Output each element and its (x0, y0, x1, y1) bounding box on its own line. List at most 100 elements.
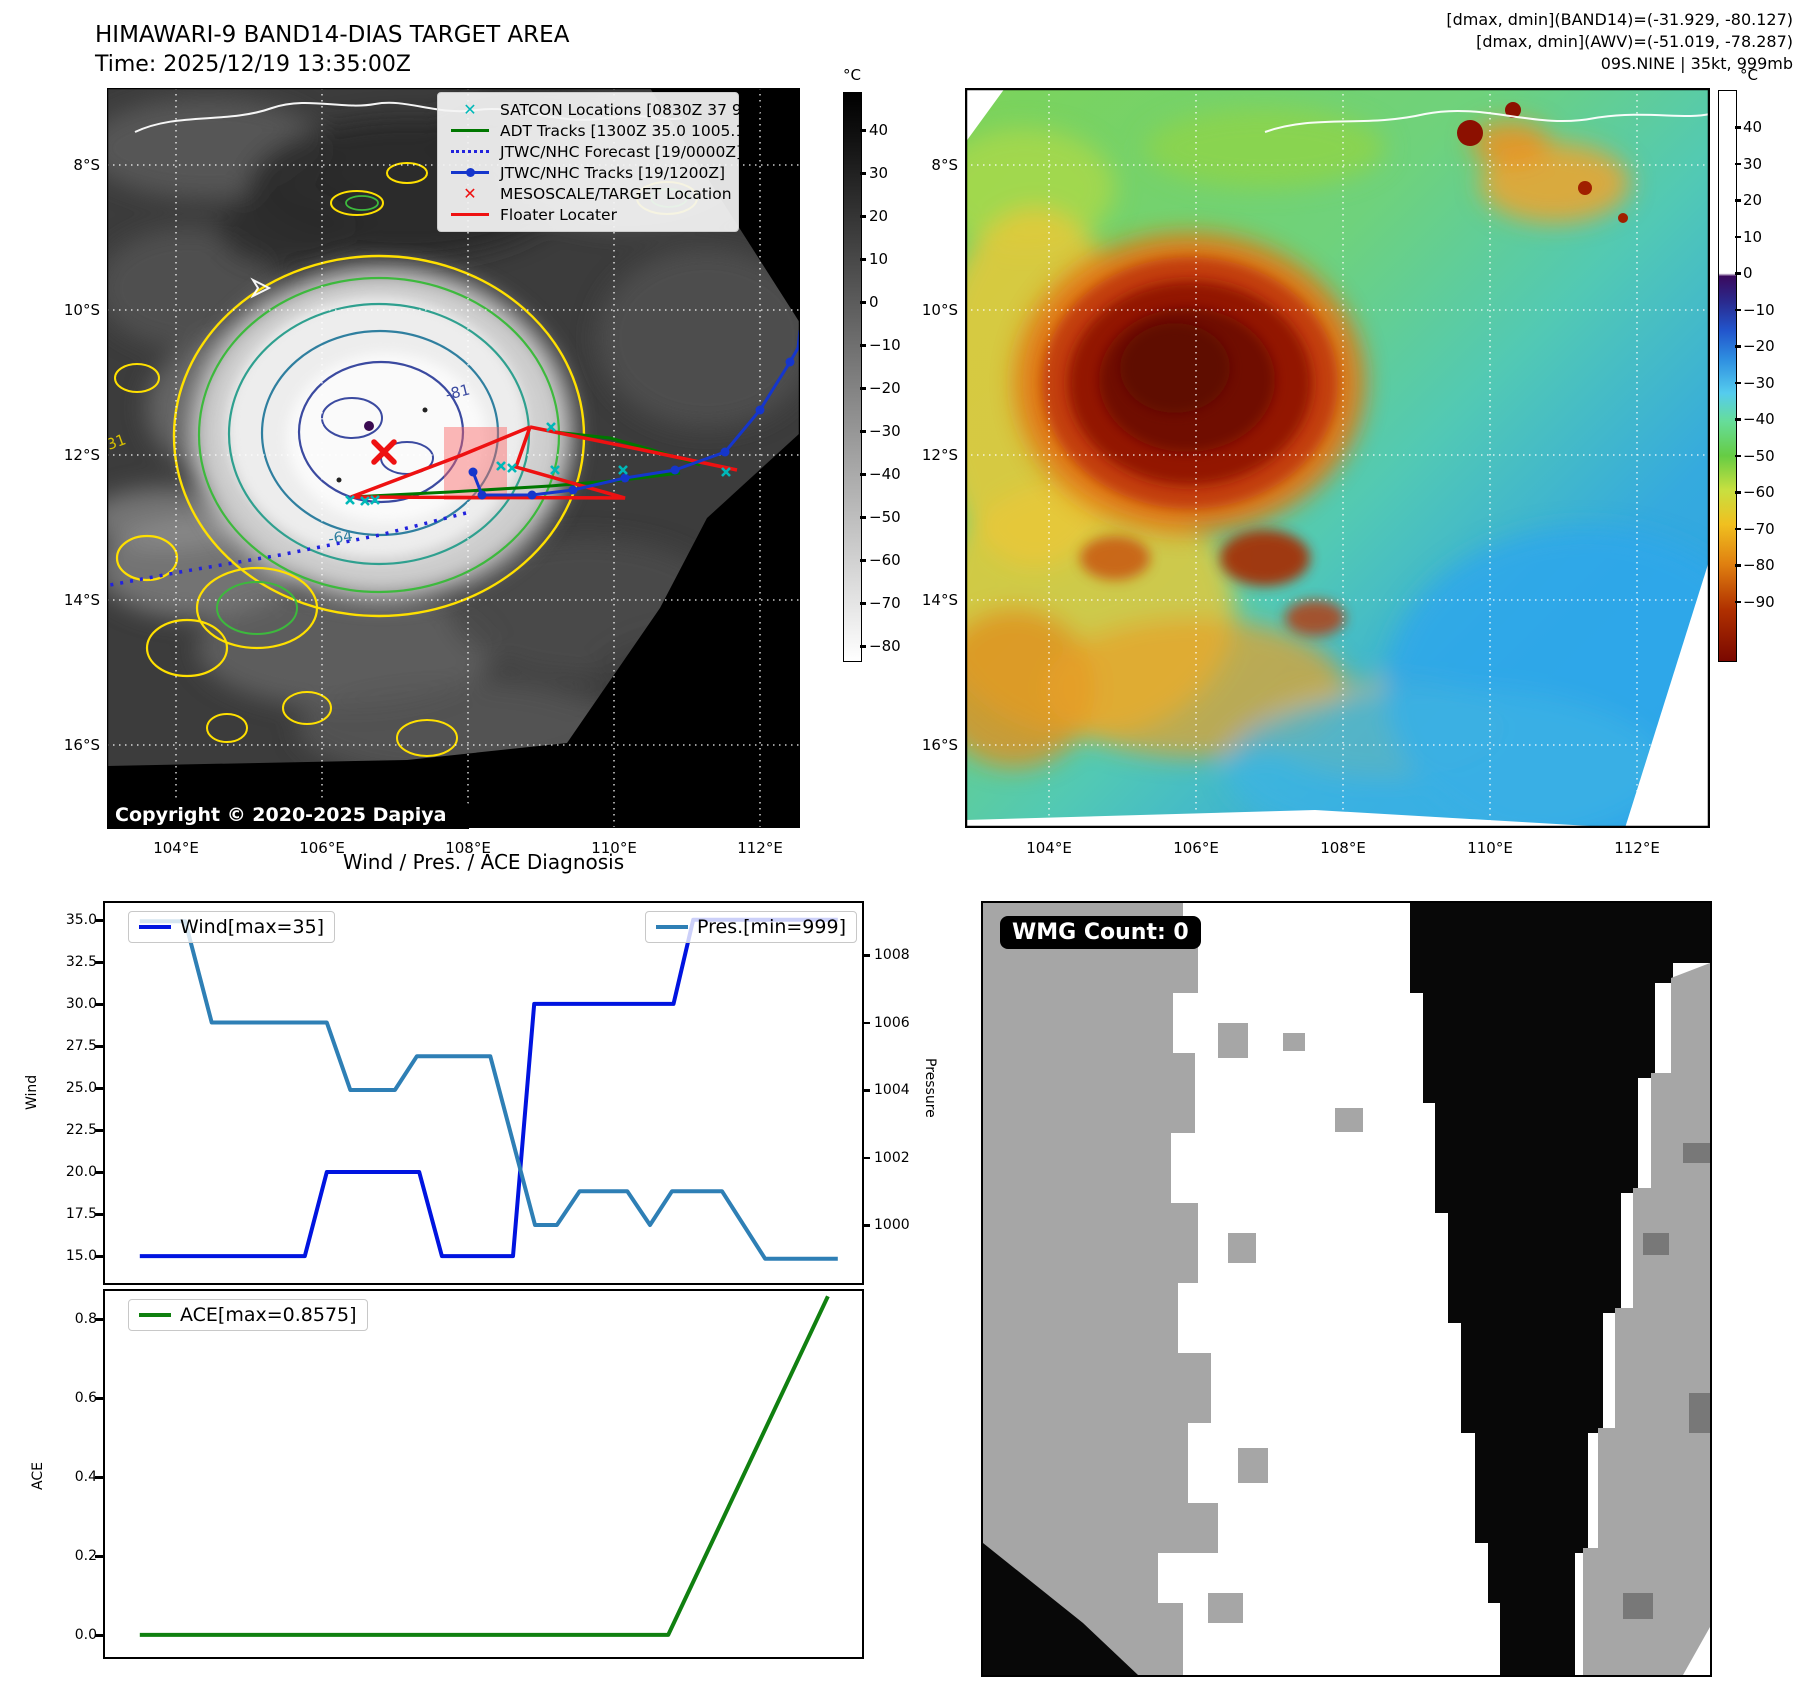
left-colorbar-tick-label: 40 (869, 121, 889, 139)
tick-mark (1735, 308, 1741, 311)
left-colorbar-tick-label: −80 (869, 637, 901, 655)
storm-cold-core (1015, 102, 1628, 636)
tick-mark (860, 387, 866, 390)
left-colorbar-tick-label: −50 (869, 508, 901, 526)
tick-mark (1735, 162, 1741, 165)
wind-tick-label: 27.5 (65, 1038, 97, 1054)
tick-mark (862, 1156, 870, 1159)
ace-legend: ACE[max=0.8575] (128, 1299, 368, 1331)
contour-label-group: -81 -64 31 (107, 380, 472, 547)
wmg-gray-right-region (1583, 963, 1710, 1675)
left-colorbar-tick-label: −60 (869, 551, 901, 569)
tick-mark (95, 1087, 103, 1090)
page-title: HIMAWARI-9 BAND14-DIAS TARGET AREA (95, 22, 570, 48)
left-colorbar-tick-label: −70 (869, 594, 901, 612)
left-map-lat-label: 10°S (63, 301, 100, 319)
tick-mark (1735, 272, 1741, 275)
legend-label: SATCON Locations [0830Z 37 999] (500, 100, 768, 119)
wind-tick-label: 20.0 (65, 1164, 97, 1180)
left-map-lat-label: 8°S (73, 156, 100, 174)
right-colorbar-tick-label: −50 (1743, 446, 1775, 465)
tick-mark (860, 258, 866, 261)
pres-min-999--series-line (139, 919, 838, 1261)
floater-line-icon (448, 213, 492, 216)
left-colorbar-unit: °C (843, 66, 861, 84)
tick-mark (1735, 600, 1741, 603)
tick-mark (1735, 418, 1741, 421)
tick-mark (95, 1634, 103, 1637)
legend-item-adt: ADT Tracks [1300Z 35.0 1005.1] (448, 120, 751, 141)
right-colorbar-tick-label: −40 (1743, 410, 1775, 428)
tick-mark (860, 344, 866, 347)
tick-mark (95, 1213, 103, 1216)
wind-tick-label: 30.0 (65, 996, 97, 1012)
pressure-tick-label: 1002 (874, 1149, 910, 1166)
left-colorbar-tick-label: −40 (869, 465, 901, 483)
ace-tick-label: 0.4 (74, 1469, 97, 1485)
dmax-dmin-awv: [dmax, dmin](AWV)=(-51.019, -78.287) (1476, 32, 1793, 51)
wind-line-icon (139, 925, 171, 929)
track-line-dot-icon (448, 168, 492, 177)
wmg-gray-left-region (983, 903, 1363, 1675)
right-colorbar-tick-label: 40 (1743, 118, 1763, 136)
tick-mark (95, 1003, 103, 1006)
tick-mark (860, 516, 866, 519)
wind-tick-label: 25.0 (65, 1080, 97, 1096)
left-map-lat-label: 14°S (63, 591, 100, 609)
contour-label-outer: 31 (107, 430, 128, 453)
tick-mark (860, 301, 866, 304)
wind-pressure-plot-frame (103, 901, 864, 1285)
tick-mark (1735, 381, 1741, 384)
tick-mark (1735, 491, 1741, 494)
tick-mark (862, 1089, 870, 1092)
right-map-lat-label: 12°S (921, 446, 958, 464)
contour-label-inner: -81 (444, 380, 472, 403)
ace-tick-label: 0.6 (74, 1390, 97, 1406)
coastline (1264, 110, 1710, 133)
tick-mark (1735, 454, 1741, 457)
tick-mark (860, 559, 866, 562)
forecast-dotted-line-icon (448, 150, 492, 153)
pressure-tick-label: 1000 (874, 1217, 910, 1233)
pressure-line-icon (656, 925, 688, 929)
no-data-corners (965, 88, 1710, 828)
map-legend: ✕ SATCON Locations [0830Z 37 999] ADT Tr… (437, 92, 768, 232)
left-map-lon-label: 106°E (299, 839, 345, 857)
left-colorbar-tick-label: 30 (869, 164, 889, 182)
right-map-lon-label: 110°E (1467, 839, 1513, 857)
right-colorbar-tick-label: 0 (1743, 264, 1753, 282)
wind-pressure-chart (139, 917, 838, 1261)
tick-mark (1735, 235, 1741, 238)
tick-mark (95, 1397, 103, 1400)
storm-id-intensity: 09S.NINE | 35kt, 999mb (1600, 54, 1793, 73)
tick-mark (95, 1555, 103, 1558)
right-colorbar-tick-label: 20 (1743, 191, 1763, 209)
legend-label: JTWC/NHC Forecast [19/0000Z] (500, 142, 743, 161)
tick-mark (1735, 345, 1741, 348)
warm-cloud-texture (965, 108, 1710, 828)
right-map-lat-label: 14°S (921, 591, 958, 609)
copyright-banner: Copyright © 2020-2025 Dapiya (107, 801, 469, 829)
legend-item-floater: Floater Locater (448, 204, 730, 225)
right-map-lon-label: 104°E (1026, 839, 1072, 857)
ace-chart (139, 1295, 830, 1637)
legend-item-satcon: ✕ SATCON Locations [0830Z 37 999] (448, 99, 767, 120)
right-colorbar-tick-label: −10 (1743, 300, 1775, 319)
ace-tick-label: 0.2 (74, 1548, 97, 1564)
satcon-location-markers (345, 422, 731, 506)
legend-label: MESOSCALE/TARGET Location (500, 184, 732, 203)
wind-max-35--series-line (139, 917, 838, 1259)
tick-mark (862, 1224, 870, 1227)
right-map-lat-label: 8°S (931, 156, 958, 174)
pressure-axis-title: Pressure (922, 1058, 938, 1118)
tick-mark (95, 1171, 103, 1174)
right-colorbar-tick-label: −80 (1743, 556, 1775, 574)
right-colorbar-tick-label: −20 (1743, 337, 1775, 355)
tick-mark (95, 961, 103, 964)
target-x-icon: ✕ (463, 183, 477, 203)
ace-tick-label: 0.8 (74, 1311, 97, 1327)
left-colorbar-tick-label: −30 (869, 422, 901, 440)
tick-mark (860, 602, 866, 605)
wind-tick-label: 17.5 (65, 1206, 97, 1222)
wmg-grid-image (983, 903, 1710, 1675)
